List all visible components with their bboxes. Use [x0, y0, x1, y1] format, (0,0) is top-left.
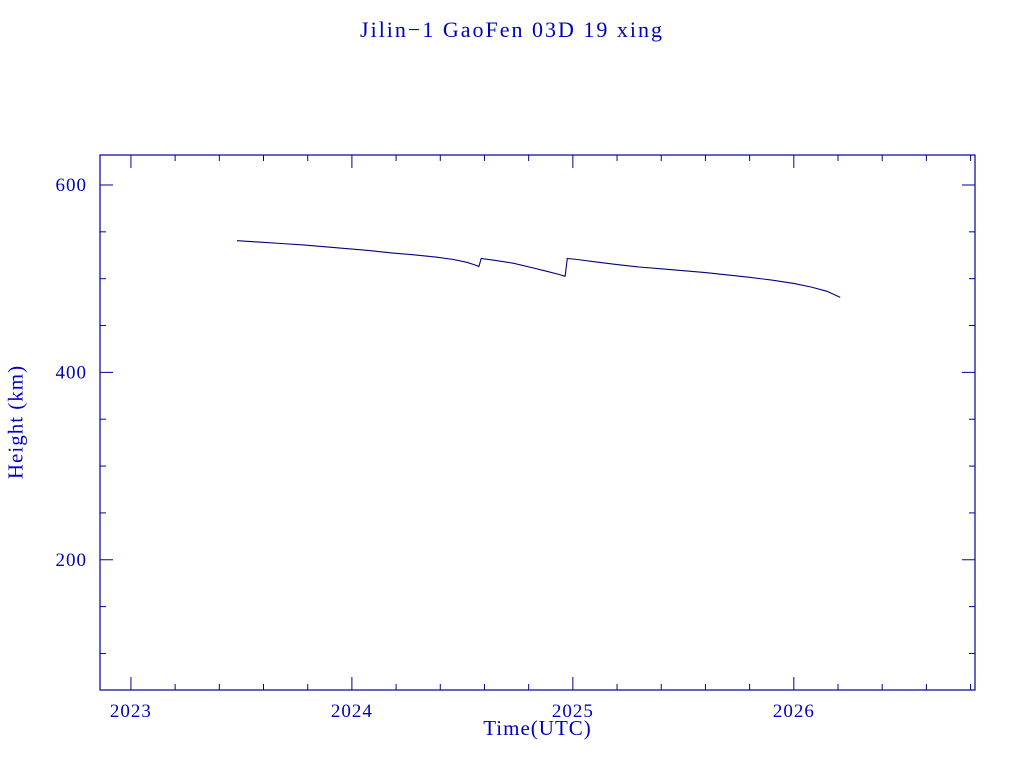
x-axis-label: Time(UTC) [483, 716, 592, 740]
plot-frame [99, 154, 976, 691]
x-tick-label: 2026 [773, 701, 815, 722]
x-tick-label: 2023 [110, 701, 152, 722]
x-tick-label: 2024 [331, 701, 373, 722]
height-series-line [236, 240, 841, 298]
y-tick-label: 600 [56, 175, 88, 196]
chart-title: Jilin−1 GaoFen 03D 19 xing [360, 17, 664, 42]
y-tick-label: 200 [56, 550, 88, 571]
x-tick-label: 2025 [552, 701, 594, 722]
y-tick-label: 400 [56, 362, 88, 383]
